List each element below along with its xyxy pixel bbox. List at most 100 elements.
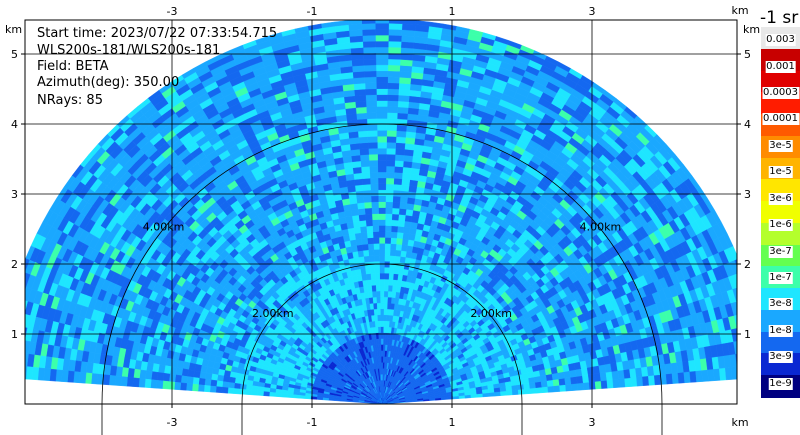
range-gate: [743, 365, 750, 378]
range-gate: [350, 208, 359, 217]
range-gate: [393, 267, 400, 275]
range-gate: [377, 165, 387, 173]
range-gate: [377, 183, 387, 191]
range-gate: [618, 378, 626, 388]
range-gate: [393, 183, 402, 191]
range-gate: [394, 160, 404, 168]
range-gate: [362, 189, 372, 197]
range-gate: [397, 100, 409, 108]
range-gate: [350, 148, 361, 157]
range-gate: [380, 320, 384, 327]
range-gate: [383, 326, 387, 333]
range-gate: [401, 178, 411, 186]
range-gate: [351, 59, 365, 67]
range-gate: [386, 314, 391, 322]
range-gate: [376, 308, 381, 316]
range-gate: [395, 237, 403, 245]
range-gate: [529, 382, 537, 389]
range-gate: [367, 243, 375, 251]
range-gate: [388, 279, 394, 286]
range-gate: [749, 365, 756, 379]
range-gate: [386, 112, 398, 120]
range-gate: [401, 29, 416, 37]
range-gate: [362, 34, 376, 42]
range-gate: [368, 255, 375, 262]
range-gate: [385, 201, 393, 209]
range-gate: [355, 238, 363, 246]
range-gate: [363, 195, 372, 203]
range-gate: [398, 76, 412, 85]
range-gate: [399, 202, 408, 210]
range-gate: [364, 207, 373, 215]
range-gate: [391, 219, 399, 227]
range-gate: [395, 243, 403, 251]
range-gate: [535, 386, 543, 394]
range-gate: [390, 237, 397, 245]
range-gate: [398, 208, 407, 216]
range-gate: [386, 308, 391, 316]
range-gate: [677, 371, 685, 384]
range-gate: [391, 285, 397, 293]
range-gate: [378, 237, 386, 244]
range-gate: [361, 172, 371, 179]
range-gate: [362, 249, 370, 257]
range-gate: [360, 160, 370, 168]
range-gate: [379, 284, 385, 292]
range-gate: [534, 381, 542, 388]
range-gate: [378, 219, 386, 226]
range-gate: [376, 88, 388, 95]
range-gate: [642, 375, 650, 386]
range-gate: [378, 231, 386, 238]
range-gate: [380, 326, 384, 333]
range-gate: [377, 136, 387, 143]
range-gate: [671, 372, 679, 384]
range-gate: [748, 297, 756, 311]
range-gate: [388, 273, 394, 280]
range-gate: [373, 255, 380, 262]
range-gate: [546, 379, 554, 387]
range-gate: [404, 142, 415, 151]
range-gate: [362, 183, 371, 191]
range-gate: [383, 296, 388, 304]
range-gate: [395, 142, 406, 150]
range-gate: [364, 213, 373, 221]
range-gate: [400, 53, 414, 61]
range-gate: [383, 308, 388, 316]
range-gate: [353, 226, 361, 234]
range-gate: [547, 385, 555, 393]
range-gate: [733, 273, 737, 285]
range-gate: [369, 171, 379, 179]
range-gate: [376, 106, 388, 113]
range-gate: [390, 231, 398, 239]
range-gate: [363, 64, 377, 72]
range-gate: [367, 136, 378, 143]
range-gate: [375, 29, 389, 36]
range-gate: [386, 153, 396, 161]
range-gate: [403, 226, 411, 234]
range-gate: [636, 376, 644, 387]
range-gate: [375, 64, 389, 72]
range-gate: [399, 256, 406, 264]
range-gate: [753, 351, 761, 365]
range-gate: [401, 35, 415, 43]
range-gate: [403, 148, 414, 157]
range-gate: [570, 376, 578, 385]
range-gate: [389, 249, 396, 257]
range-gate: [736, 366, 737, 369]
range-gate: [559, 384, 567, 392]
range-gate: [380, 338, 384, 345]
range-gate: [356, 112, 368, 120]
range-gate: [387, 76, 400, 84]
range-gate: [380, 302, 384, 310]
range-gate: [600, 380, 608, 389]
range-gate: [387, 296, 392, 304]
range-gate: [382, 344, 386, 351]
range-gate: [386, 302, 392, 310]
range-gate: [400, 184, 410, 192]
range-gate: [741, 352, 748, 366]
range-gate: [353, 82, 366, 91]
range-gate: [382, 350, 386, 357]
range-gate: [377, 153, 387, 161]
range-gate: [359, 154, 370, 162]
